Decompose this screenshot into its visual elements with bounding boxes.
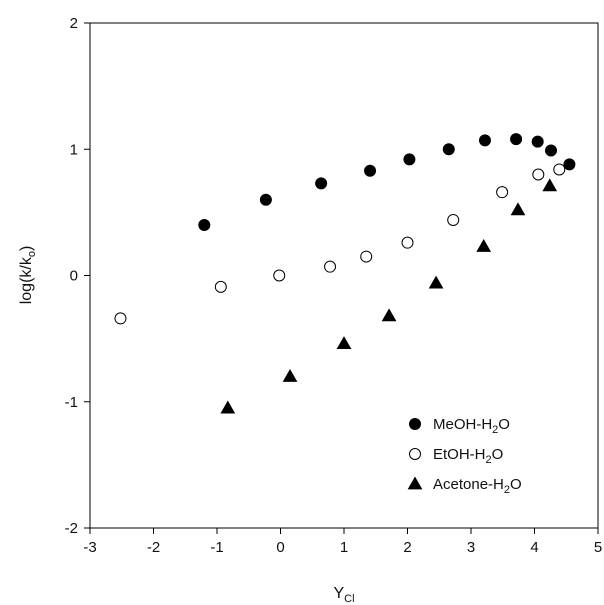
y-tick-label: 1	[70, 141, 78, 158]
x-tick-label: -2	[147, 539, 160, 556]
legend-item: MeOH-H2O	[409, 416, 510, 436]
x-tick-label: 2	[403, 539, 411, 556]
legend-marker	[407, 476, 423, 490]
data-point	[478, 134, 491, 147]
data-point	[401, 236, 414, 249]
y-tick-label: -1	[65, 394, 78, 411]
data-point	[476, 238, 492, 252]
data-point	[259, 193, 272, 206]
y-tick-label: 2	[70, 15, 78, 32]
data-point	[282, 368, 298, 382]
x-axis-label: YCl	[333, 585, 354, 605]
y-axis-label: log(k/ko)	[18, 246, 38, 305]
data-point	[273, 269, 286, 282]
x-tick-label: 3	[467, 539, 475, 556]
x-tick-label: -3	[83, 539, 96, 556]
data-point	[545, 144, 558, 157]
data-point	[428, 275, 444, 289]
series-1-points	[114, 163, 566, 325]
axis-ticks: -3 -2 -1 0 1 2 3 4 5 -2 -1 0 1 2	[65, 15, 603, 556]
legend-marker	[409, 448, 421, 460]
data-point	[214, 280, 227, 293]
data-points	[114, 133, 576, 414]
data-point	[542, 178, 558, 192]
data-point	[198, 219, 211, 231]
x-tick-label: 0	[276, 539, 284, 556]
data-point	[381, 308, 397, 322]
series-0-points	[198, 133, 576, 231]
data-point	[447, 213, 460, 226]
data-point	[403, 153, 416, 166]
x-tick-label: 4	[530, 539, 538, 556]
data-point	[510, 133, 523, 146]
legend-label: EtOH-H2O	[433, 446, 503, 466]
series-2-points	[220, 178, 558, 414]
legend-item: Acetone-H2O	[407, 476, 522, 496]
legend-marker	[409, 418, 421, 430]
data-point	[315, 177, 328, 190]
data-point	[563, 158, 576, 171]
legend-label: MeOH-H2O	[433, 416, 510, 436]
data-point	[336, 336, 352, 350]
data-point	[364, 164, 377, 177]
data-point	[324, 260, 337, 273]
data-point	[220, 400, 236, 414]
data-point	[496, 186, 509, 199]
y-tick-label: 0	[70, 268, 78, 285]
x-tick-label: -1	[210, 539, 223, 556]
y-tick-label: -2	[65, 520, 78, 537]
x-tick-label: 5	[594, 539, 602, 556]
legend: MeOH-H2O EtOH-H2O Acetone-H2O	[407, 416, 522, 496]
legend-item: EtOH-H2O	[409, 446, 503, 466]
data-point	[532, 168, 545, 181]
data-point	[114, 312, 127, 325]
legend-label: Acetone-H2O	[433, 476, 522, 496]
plot-frame	[89, 22, 599, 529]
data-point	[360, 250, 373, 263]
x-tick-label: 1	[340, 539, 348, 556]
data-point	[553, 163, 566, 176]
data-point	[510, 202, 526, 216]
data-point	[442, 143, 455, 156]
data-point	[531, 135, 544, 148]
